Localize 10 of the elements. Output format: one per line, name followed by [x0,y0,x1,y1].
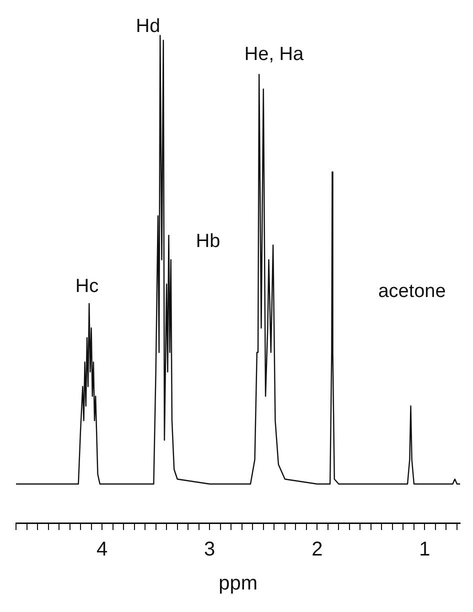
x-tick-label: 3 [204,538,216,561]
annotation: Hb [196,231,220,253]
annotation: He, Ha [244,44,304,66]
x-tick-label: 2 [312,538,323,561]
x-axis-title: ppm [218,572,258,595]
annotation: Hd [136,16,160,38]
annotation: acetone [378,281,446,303]
annotation: Hc [75,276,99,298]
x-tick-label: 1 [419,538,430,561]
x-tick-label: 4 [96,538,108,561]
